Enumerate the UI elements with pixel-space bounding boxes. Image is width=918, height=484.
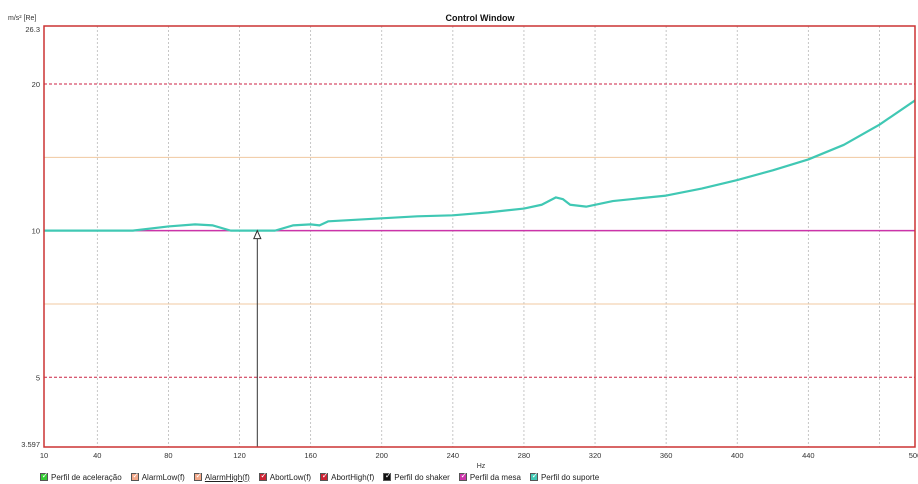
series-lines (44, 99, 916, 232)
cursor-marker[interactable] (253, 229, 262, 447)
y-tick-label: 10 (32, 227, 40, 236)
cursor-arrow[interactable] (253, 229, 262, 240)
legend-item[interactable]: ✓ Perfil do suporte (529, 471, 600, 482)
x-axis-label: Hz (477, 463, 486, 470)
legend-label: AlarmLow(f) (141, 472, 185, 482)
legend-item[interactable]: ✓ AlarmLow(f) (130, 471, 185, 482)
y-tick-label: 20 (32, 80, 40, 89)
chart-legend: ✓ Perfil de aceleração ✓ AlarmLow(f) ✓ AlarmH… (40, 470, 608, 484)
chart-area[interactable]: Control Window m/s² [Re] Hz 10 40 80 120 160… (0, 0, 918, 470)
legend-checkbox-icon[interactable]: ✓ (529, 471, 539, 481)
x-tick-label: 240 (447, 451, 460, 460)
y-axis-label: m/s² [Re] (8, 15, 36, 22)
grid-lines (96, 26, 880, 447)
legend-checkbox-icon[interactable]: ✓ (193, 471, 203, 481)
legend-label: AbortLow(f) (269, 472, 312, 482)
legend-label: AbortHigh(f) (331, 472, 375, 482)
chart-title: Control Window (446, 13, 516, 23)
plot-frame (43, 25, 916, 448)
legend-checkbox-icon[interactable]: ✓ (320, 471, 329, 481)
x-tick-label: 400 (731, 451, 744, 460)
legend-item[interactable]: ✓ AbortHigh(f) (320, 471, 375, 482)
x-tick-label: 160 (304, 451, 317, 460)
legend-item[interactable]: ✓ Perfil da mesa (458, 471, 521, 482)
y-tick-label: 5 (36, 373, 40, 382)
series-line-7 (44, 99, 916, 232)
x-tick-label: 440 (802, 451, 815, 460)
x-tick-label: 10 (40, 451, 48, 460)
legend-item[interactable]: ✓ AbortLow(f) (258, 471, 312, 482)
legend-checkbox-icon[interactable]: ✓ (458, 471, 468, 481)
legend-checkbox-icon[interactable]: ✓ (130, 471, 140, 481)
x-tick-label: 360 (660, 451, 673, 460)
legend-label: Perfil do shaker (394, 472, 450, 482)
y-tick-label: 26.3 (25, 25, 40, 34)
y-axis-ticks: 3.597 5 10 20 26.3 (21, 25, 40, 449)
x-tick-label: 40 (93, 451, 101, 460)
x-tick-label: 280 (518, 451, 531, 460)
y-tick-label: 3.597 (21, 440, 40, 449)
legend-checkbox-icon[interactable]: ✓ (383, 471, 392, 481)
legend-label: Perfil do suporte (540, 472, 600, 482)
legend-label: Perfil de aceleração (51, 472, 122, 482)
x-tick-label: 120 (233, 451, 246, 460)
x-tick-label: 500 (909, 451, 918, 460)
legend-item[interactable]: ✓ Perfil de aceleração (40, 471, 122, 482)
legend-checkbox-icon[interactable]: ✓ (40, 471, 49, 481)
legend-checkbox-icon[interactable]: ✓ (258, 471, 268, 481)
legend-item[interactable]: ✓ AlarmHigh(f) (193, 471, 250, 482)
legend-item[interactable]: ✓ Perfil do shaker (383, 471, 450, 482)
x-axis-ticks: 10 40 80 120 160 200 240 280 320 360 400 440 500 (40, 451, 918, 460)
legend-label: AlarmHigh(f) (204, 472, 250, 482)
x-tick-label: 80 (164, 451, 172, 460)
x-tick-label: 200 (375, 451, 388, 460)
x-tick-label: 320 (589, 451, 602, 460)
legend-label: Perfil da mesa (469, 472, 521, 482)
